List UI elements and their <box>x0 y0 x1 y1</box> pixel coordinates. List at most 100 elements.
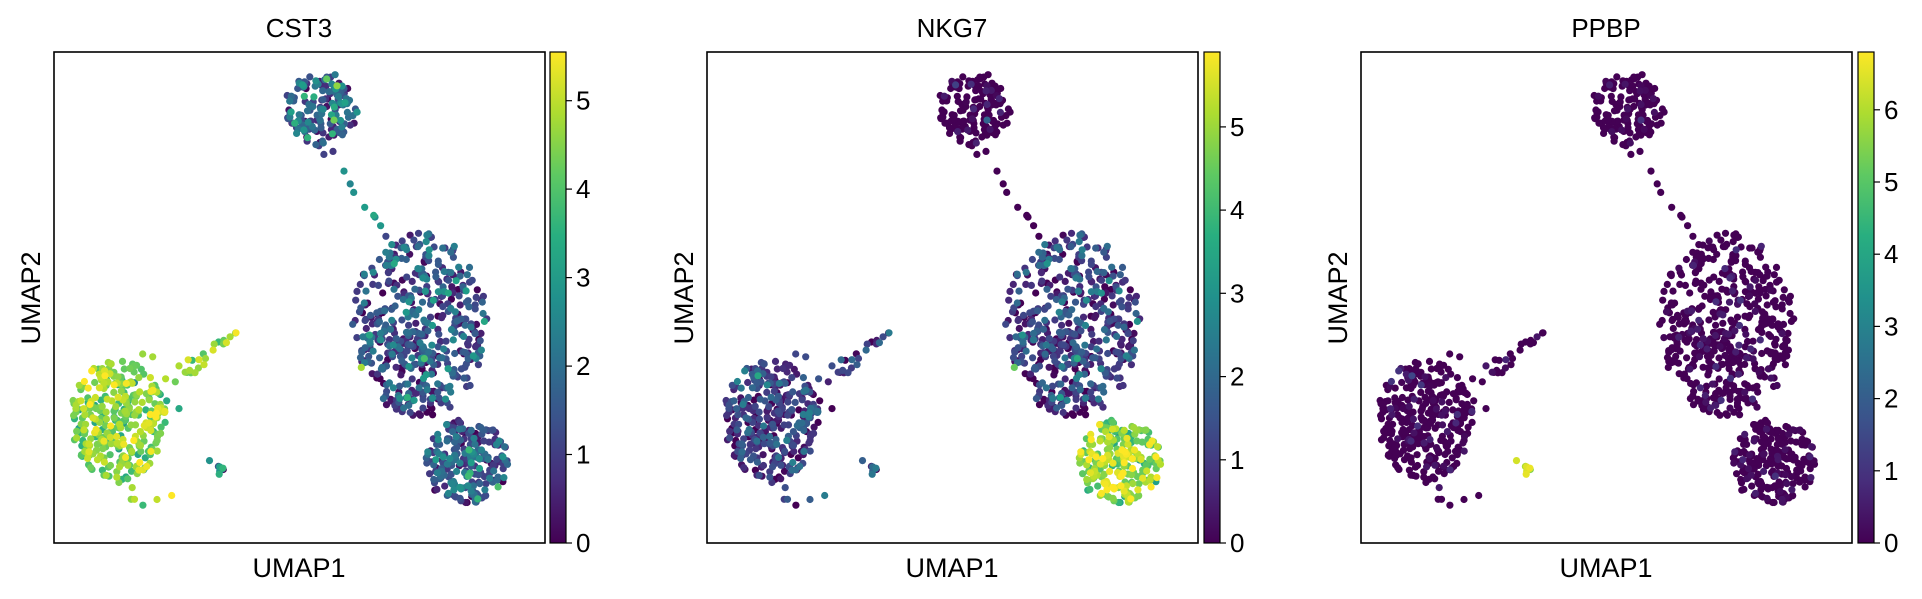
data-point <box>1723 411 1731 419</box>
data-point <box>1019 338 1027 346</box>
data-point <box>480 317 488 325</box>
data-point <box>1065 319 1073 327</box>
data-point <box>186 366 194 374</box>
data-point <box>424 327 432 335</box>
data-point <box>1442 374 1450 382</box>
data-point <box>1106 467 1114 475</box>
data-point <box>434 260 442 268</box>
data-point <box>338 82 346 90</box>
data-point <box>1660 334 1668 342</box>
data-point <box>1014 203 1022 211</box>
data-point <box>464 472 472 480</box>
data-point <box>1755 421 1763 429</box>
data-point <box>1604 115 1613 124</box>
data-point <box>434 380 442 388</box>
data-point <box>1715 354 1723 362</box>
data-point <box>1781 361 1789 369</box>
scatter-points <box>69 71 512 509</box>
data-point <box>388 316 396 324</box>
data-point <box>1446 501 1454 509</box>
data-point <box>455 425 464 433</box>
data-point <box>1131 298 1139 306</box>
data-point <box>1129 337 1137 345</box>
data-point <box>91 378 99 387</box>
data-point <box>1676 347 1684 355</box>
data-point <box>403 347 411 355</box>
data-point <box>1647 167 1655 175</box>
data-point <box>1038 379 1046 387</box>
data-point <box>1417 381 1425 389</box>
data-point <box>1153 474 1161 482</box>
data-point <box>405 298 413 306</box>
data-point <box>423 231 431 239</box>
data-point <box>421 287 429 295</box>
data-point <box>1721 351 1729 360</box>
data-point <box>398 357 406 365</box>
data-point <box>419 395 427 403</box>
data-point <box>1502 356 1510 364</box>
data-point <box>1410 429 1418 437</box>
data-point <box>1391 442 1399 450</box>
data-point <box>773 365 781 373</box>
data-point <box>1037 269 1045 277</box>
data-point <box>1067 243 1075 251</box>
data-point <box>434 388 442 396</box>
data-point <box>143 462 151 470</box>
data-point <box>1748 395 1757 403</box>
data-point <box>1061 277 1069 285</box>
data-point <box>821 491 829 500</box>
data-point <box>1735 321 1744 330</box>
data-point <box>1392 448 1400 456</box>
data-point <box>1096 460 1104 468</box>
data-point <box>1384 397 1392 405</box>
data-point <box>1806 453 1814 461</box>
data-point <box>781 379 789 387</box>
data-point <box>1133 317 1141 325</box>
data-point <box>1702 382 1711 390</box>
data-point <box>136 458 144 467</box>
data-point <box>1094 395 1103 403</box>
data-point <box>1690 387 1698 395</box>
data-point <box>1086 485 1094 493</box>
data-point <box>1404 396 1412 404</box>
data-point <box>1105 433 1113 441</box>
data-point <box>771 357 780 365</box>
data-point <box>449 428 457 436</box>
data-point <box>390 285 398 293</box>
data-point <box>309 103 317 111</box>
data-point <box>1072 395 1080 403</box>
data-point <box>407 341 415 349</box>
data-point <box>136 428 144 436</box>
data-point <box>853 361 861 369</box>
colorbar-tick-label: 3 <box>1884 311 1898 341</box>
data-point <box>1118 263 1127 271</box>
data-point <box>128 484 136 492</box>
data-point <box>402 308 410 316</box>
colorbar-tick-label: 5 <box>576 86 590 116</box>
data-point <box>775 453 783 461</box>
data-point <box>1712 363 1720 371</box>
data-point <box>1085 273 1093 281</box>
data-point <box>433 485 441 493</box>
data-point <box>120 440 128 448</box>
data-point <box>1068 384 1076 392</box>
data-point <box>114 373 122 381</box>
colorbar: 0 1 2 3 4 5 <box>1203 51 1244 558</box>
data-point <box>1452 419 1460 427</box>
data-point <box>138 398 146 406</box>
data-point <box>215 470 223 478</box>
data-point <box>1664 363 1672 371</box>
data-point <box>1779 320 1788 328</box>
data-point <box>477 329 485 337</box>
data-point <box>365 352 373 360</box>
data-point <box>983 131 991 139</box>
data-point <box>733 405 741 413</box>
data-point <box>499 465 507 473</box>
data-point <box>72 401 80 409</box>
data-point <box>1788 486 1796 494</box>
data-point <box>1691 279 1699 288</box>
data-point <box>1753 403 1761 411</box>
data-point <box>754 372 762 380</box>
data-point <box>226 333 234 341</box>
data-point <box>98 402 106 410</box>
